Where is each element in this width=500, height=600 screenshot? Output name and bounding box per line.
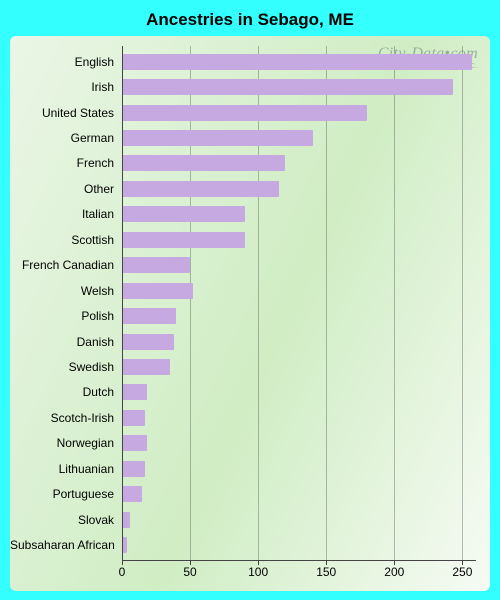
bar-row xyxy=(122,435,476,451)
bar-row xyxy=(122,359,476,375)
y-axis-label: Scotch-Irish xyxy=(10,410,118,426)
chart-container: Ancestries in Sebago, ME City-Data•com A… xyxy=(0,0,500,600)
bar-row xyxy=(122,155,476,171)
bar-row xyxy=(122,308,476,324)
bar-row xyxy=(122,334,476,350)
bar-row xyxy=(122,512,476,528)
x-axis-label: 100 xyxy=(248,565,268,579)
bar-row xyxy=(122,79,476,95)
y-axis-label: Italian xyxy=(10,206,118,222)
bar-row xyxy=(122,257,476,273)
bar xyxy=(122,486,142,502)
x-axis-labels: 0 50 100 150 200 250 xyxy=(122,565,476,583)
y-axis-label: Subsaharan African xyxy=(10,537,118,553)
bar-row xyxy=(122,461,476,477)
bar xyxy=(122,105,367,121)
bar xyxy=(122,384,147,400)
bar-row xyxy=(122,410,476,426)
bar xyxy=(122,79,453,95)
x-axis-line xyxy=(122,560,476,561)
bar-row xyxy=(122,181,476,197)
y-axis-label: French Canadian xyxy=(10,257,118,273)
y-axis-label: Welsh xyxy=(10,283,118,299)
x-axis-label: 50 xyxy=(183,565,196,579)
bar xyxy=(122,283,193,299)
x-axis-label: 150 xyxy=(316,565,336,579)
x-axis-label: 200 xyxy=(384,565,404,579)
bar xyxy=(122,257,190,273)
y-axis-label: United States xyxy=(10,105,118,121)
bar-row xyxy=(122,54,476,70)
y-axis-label: Scottish xyxy=(10,232,118,248)
bar xyxy=(122,54,472,70)
y-axis-label: German xyxy=(10,130,118,146)
bar xyxy=(122,130,313,146)
y-axis-label: Swedish xyxy=(10,359,118,375)
bar-row xyxy=(122,130,476,146)
plot-area: City-Data•com ADVAMEG, INC. EnglishIrish… xyxy=(10,36,490,591)
bar xyxy=(122,232,245,248)
bar xyxy=(122,359,170,375)
y-axis-label: Norwegian xyxy=(10,435,118,451)
y-axis-label: French xyxy=(10,155,118,171)
bar xyxy=(122,410,145,426)
bar xyxy=(122,334,174,350)
chart-area xyxy=(122,46,476,561)
bar xyxy=(122,461,145,477)
y-axis-label: English xyxy=(10,54,118,70)
x-axis-label: 0 xyxy=(119,565,126,579)
bar xyxy=(122,181,279,197)
y-axis-label: Slovak xyxy=(10,512,118,528)
bar-row xyxy=(122,105,476,121)
bar-row xyxy=(122,283,476,299)
bar-row xyxy=(122,537,476,553)
bar xyxy=(122,155,285,171)
y-axis-labels: English Irish United States German French Oth… xyxy=(10,46,118,561)
bar xyxy=(122,206,245,222)
bar xyxy=(122,435,147,451)
bar-row xyxy=(122,232,476,248)
y-axis-label: Lithuanian xyxy=(10,461,118,477)
y-axis-line xyxy=(122,46,123,561)
bar xyxy=(122,512,130,528)
chart-title: Ancestries in Sebago, ME xyxy=(10,10,490,30)
x-axis-label: 250 xyxy=(452,565,472,579)
bar-row xyxy=(122,486,476,502)
y-axis-label: Portuguese xyxy=(10,486,118,502)
y-axis-label: Irish xyxy=(10,79,118,95)
bar xyxy=(122,308,176,324)
bar-row xyxy=(122,384,476,400)
y-axis-label: Dutch xyxy=(10,384,118,400)
bars-group xyxy=(122,46,476,561)
y-axis-label: Danish xyxy=(10,334,118,350)
y-axis-label: Other xyxy=(10,181,118,197)
y-axis-label: Polish xyxy=(10,308,118,324)
bar-row xyxy=(122,206,476,222)
